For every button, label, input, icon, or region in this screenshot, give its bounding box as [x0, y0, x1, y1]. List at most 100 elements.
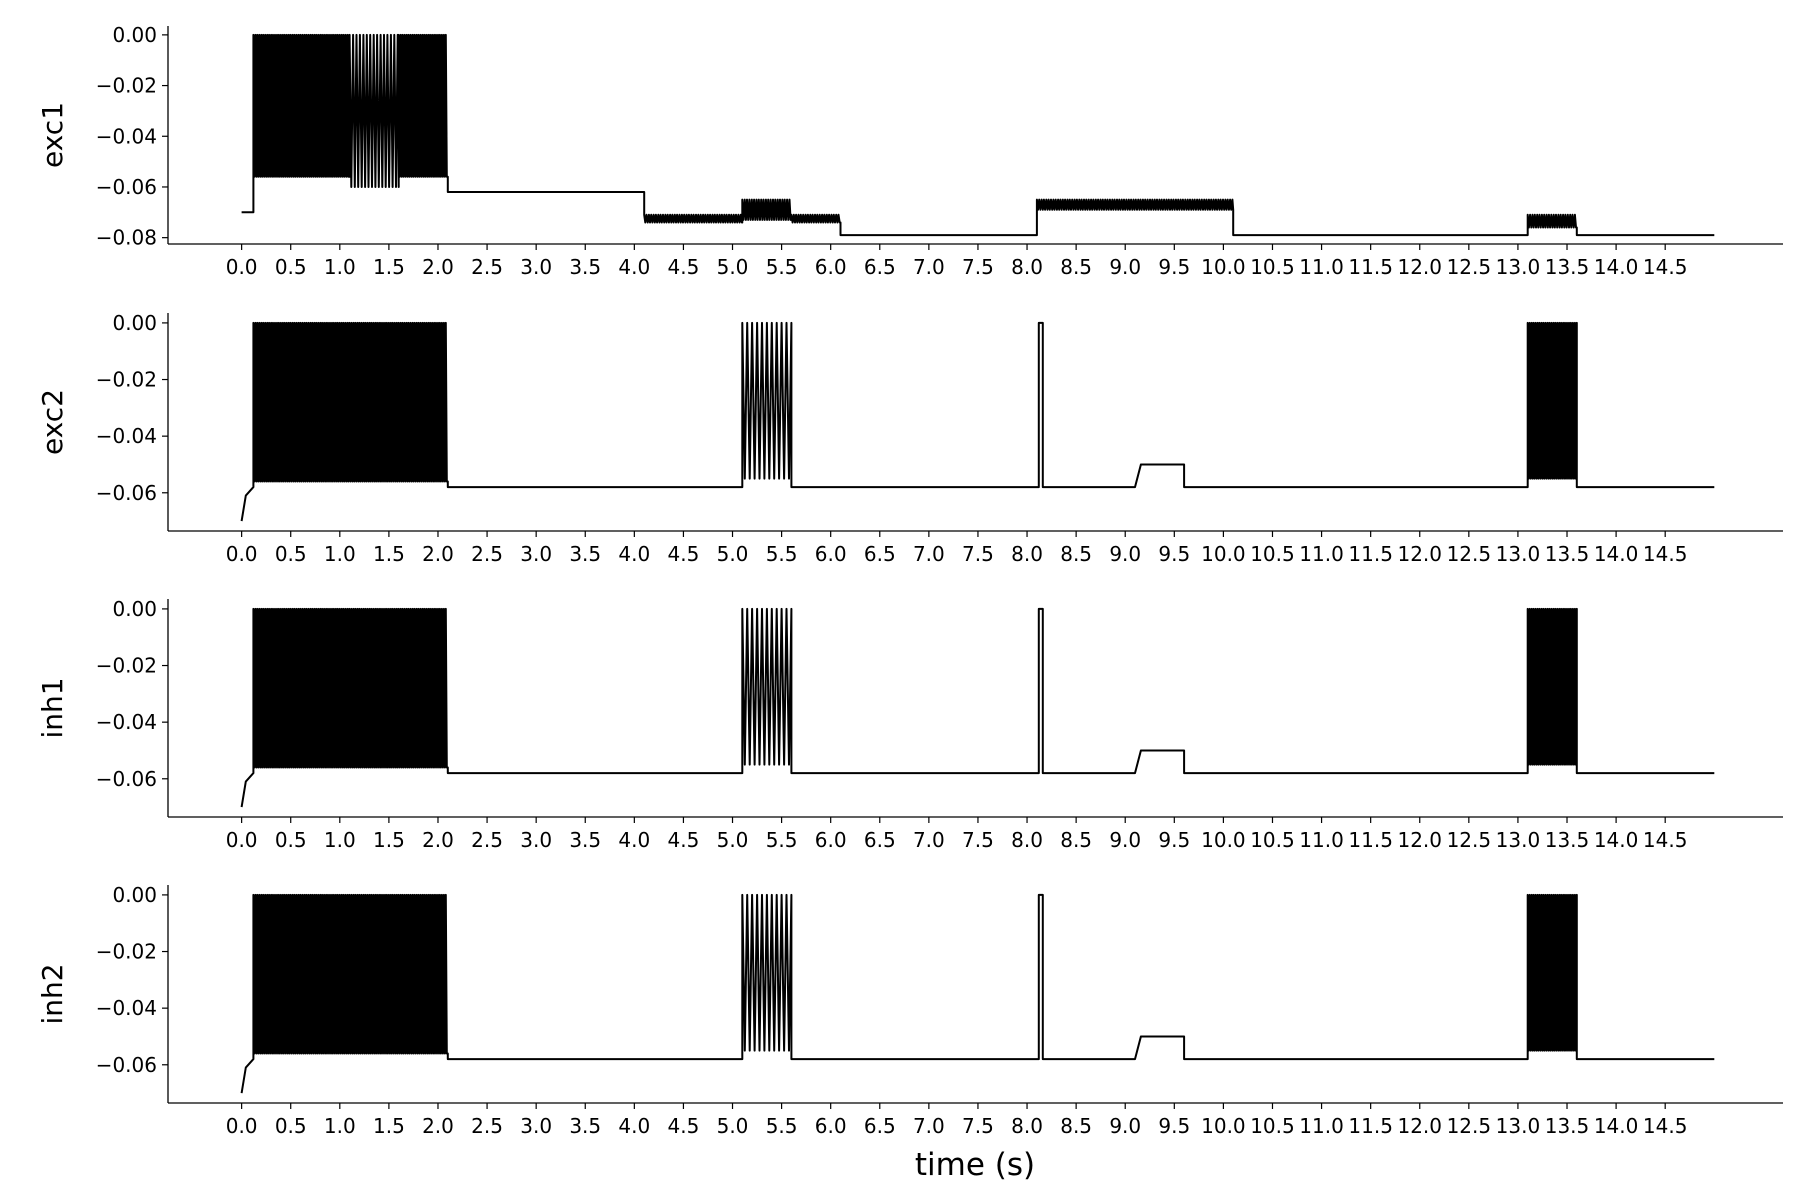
x-tick-label: 8.5 [1060, 542, 1092, 566]
y-tick-label: −0.06 [96, 481, 157, 505]
x-tick-label: 11.5 [1348, 1114, 1393, 1138]
panel-exc1: 0.00 −0.02 −0.04 −0.06 −0.08 0.0 0.5 1.0 1.5 2.0 2… [36, 23, 1783, 279]
x-tick-label: 14.5 [1643, 542, 1688, 566]
x-tick-label: 1.5 [373, 255, 405, 279]
x-tick-label: 14.5 [1643, 1114, 1688, 1138]
y-tick-label: 0.00 [112, 23, 157, 47]
x-tick-label: 5.0 [717, 828, 749, 852]
x-tick-label: 5.0 [717, 255, 749, 279]
x-tick-label: 5.5 [766, 542, 798, 566]
x-tick-label: 12.0 [1397, 828, 1442, 852]
x-tick-label: 10.0 [1201, 828, 1246, 852]
x-tick-label: 7.0 [913, 1114, 945, 1138]
x-tick-label: 10.0 [1201, 255, 1246, 279]
x-tick-label: 3.5 [569, 1114, 601, 1138]
x-tick-label: 8.0 [1011, 542, 1043, 566]
x-tick-label: 3.5 [569, 828, 601, 852]
x-tick-label: 11.5 [1348, 828, 1393, 852]
x-tick-label: 13.0 [1496, 828, 1541, 852]
y-tick-label: 0.00 [112, 883, 157, 907]
y-tick-label: −0.06 [96, 175, 157, 199]
x-tick-label: 6.5 [864, 828, 896, 852]
x-tick-label: 4.0 [618, 1114, 650, 1138]
x-tick-label: 1.0 [324, 1114, 356, 1138]
x-tick-label: 13.0 [1496, 255, 1541, 279]
y-axis-label: inh1 [36, 677, 69, 738]
x-tick-label: 2.5 [471, 1114, 503, 1138]
x-tick-label: 1.5 [373, 1114, 405, 1138]
x-tick-label: 5.0 [717, 1114, 749, 1138]
x-tick-label: 9.5 [1158, 828, 1190, 852]
x-tick-label: 2.5 [471, 255, 503, 279]
x-tick-label: 3.5 [569, 255, 601, 279]
x-tick-label: 12.0 [1397, 255, 1442, 279]
x-tick-label: 1.0 [324, 255, 356, 279]
x-tick-label: 1.5 [373, 828, 405, 852]
x-tick-label: 4.5 [668, 828, 700, 852]
x-tick-label: 12.5 [1447, 542, 1492, 566]
x-tick-label: 5.5 [766, 255, 798, 279]
x-tick-label: 6.0 [815, 255, 847, 279]
x-tick-label: 4.0 [618, 828, 650, 852]
x-tick-label: 10.0 [1201, 1114, 1246, 1138]
x-axis-label: time (s) [915, 1147, 1035, 1183]
x-tick-label: 0.0 [226, 828, 258, 852]
x-tick-label: 2.5 [471, 828, 503, 852]
x-tick-label: 4.0 [618, 255, 650, 279]
x-tick-label: 10.5 [1250, 1114, 1295, 1138]
x-tick-label: 10.0 [1201, 542, 1246, 566]
x-tick-label: 9.0 [1109, 542, 1141, 566]
x-tick-label: 0.5 [275, 828, 307, 852]
x-tick-label: 11.0 [1299, 1114, 1344, 1138]
x-tick-label: 14.0 [1594, 1114, 1639, 1138]
trace-inh1 [240, 607, 1715, 808]
x-tick-label: 2.0 [422, 1114, 454, 1138]
x-tick-label: 11.0 [1299, 255, 1344, 279]
x-tick-label: 8.0 [1011, 1114, 1043, 1138]
trace-exc1 [241, 33, 1715, 237]
x-tick-label: 5.5 [766, 828, 798, 852]
x-tick-label: 2.0 [422, 828, 454, 852]
y-tick-label: −0.04 [96, 424, 157, 448]
x-tick-label: 3.0 [520, 542, 552, 566]
x-tick-label: 3.5 [569, 542, 601, 566]
y-tick-label: −0.02 [96, 940, 157, 964]
x-tick-label: 12.0 [1397, 1114, 1442, 1138]
x-tick-label: 12.5 [1447, 828, 1492, 852]
x-tick-label: 9.0 [1109, 828, 1141, 852]
x-tick-label: 0.5 [275, 542, 307, 566]
x-tick-label: 1.0 [324, 828, 356, 852]
x-tick-label: 9.0 [1109, 1114, 1141, 1138]
x-tick-label: 13.5 [1545, 1114, 1590, 1138]
panel-exc2: 0.00 −0.02 −0.04 −0.06 0.0 0.5 1.0 1.5 2.0 2.5 3.0… [36, 311, 1783, 566]
x-tick-label: 14.0 [1594, 828, 1639, 852]
y-tick-label: −0.04 [96, 124, 157, 148]
x-tick-label: 7.0 [913, 828, 945, 852]
y-tick-label: −0.06 [96, 767, 157, 791]
x-tick-label: 4.5 [668, 542, 700, 566]
x-tick-label: 0.0 [226, 255, 258, 279]
x-tick-label: 6.5 [864, 542, 896, 566]
x-tick-label: 11.0 [1299, 828, 1344, 852]
x-tick-label: 6.0 [815, 1114, 847, 1138]
x-tick-label: 6.0 [815, 542, 847, 566]
x-tick-label: 14.0 [1594, 255, 1639, 279]
y-axis-label: inh2 [36, 963, 69, 1024]
x-tick-label: 6.5 [864, 255, 896, 279]
x-tick-label: 14.0 [1594, 542, 1639, 566]
x-tick-label: 7.0 [913, 542, 945, 566]
x-tick-label: 0.5 [275, 1114, 307, 1138]
x-tick-label: 10.5 [1250, 542, 1295, 566]
x-tick-label: 11.5 [1348, 255, 1393, 279]
y-tick-label: 0.00 [112, 311, 157, 335]
panel-inh1: 0.00 −0.02 −0.04 −0.06 0.0 0.5 1.0 1.5 2.0 2.5 3.0… [36, 597, 1783, 852]
y-tick-label: −0.06 [96, 1053, 157, 1077]
x-tick-label: 3.0 [520, 255, 552, 279]
x-tick-label: 13.0 [1496, 542, 1541, 566]
y-tick-label: 0.00 [112, 597, 157, 621]
y-tick-label: −0.04 [96, 996, 157, 1020]
x-tick-label: 8.0 [1011, 255, 1043, 279]
x-tick-label: 1.0 [324, 542, 356, 566]
x-tick-label: 9.5 [1158, 255, 1190, 279]
